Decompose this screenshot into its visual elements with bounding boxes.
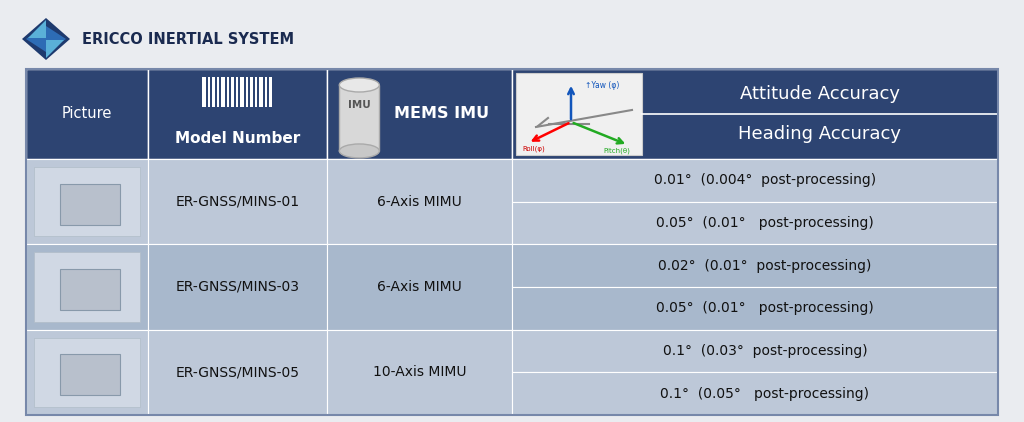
- Bar: [247, 77, 249, 107]
- Polygon shape: [46, 26, 66, 52]
- Polygon shape: [46, 40, 63, 58]
- Bar: [221, 77, 225, 107]
- Text: 0.1°  (0.05°   post-processing): 0.1° (0.05° post-processing): [660, 387, 869, 400]
- Bar: [147, 244, 328, 330]
- Bar: [34, 167, 139, 236]
- Bar: [237, 77, 239, 107]
- Text: IMU: IMU: [348, 100, 371, 110]
- Bar: [203, 77, 207, 107]
- Bar: [512, 372, 998, 415]
- Text: Pitch(θ): Pitch(θ): [603, 148, 630, 154]
- Text: Heading Accuracy: Heading Accuracy: [738, 125, 901, 143]
- Text: ERICCO INERTIAL SYSTEM: ERICCO INERTIAL SYSTEM: [82, 32, 294, 46]
- Text: 0.05°  (0.01°   post-processing): 0.05° (0.01° post-processing): [656, 301, 873, 315]
- Bar: [209, 77, 210, 107]
- Text: Model Number: Model Number: [175, 132, 300, 146]
- Bar: [269, 77, 272, 107]
- Bar: [26, 330, 147, 415]
- Bar: [60, 354, 120, 395]
- Text: 0.01°  (0.004°  post-processing): 0.01° (0.004° post-processing): [654, 173, 877, 187]
- Bar: [147, 159, 328, 244]
- Text: Picture: Picture: [61, 106, 112, 122]
- Text: Attitude Accuracy: Attitude Accuracy: [740, 85, 900, 103]
- Text: 10-Axis MIMU: 10-Axis MIMU: [373, 365, 466, 379]
- Text: ER-GNSS/MINS-05: ER-GNSS/MINS-05: [175, 365, 299, 379]
- Polygon shape: [26, 26, 46, 52]
- Bar: [60, 269, 120, 310]
- Bar: [231, 77, 234, 107]
- Ellipse shape: [339, 144, 379, 158]
- Text: MEMS IMU: MEMS IMU: [394, 106, 489, 122]
- Text: 6-Axis MIMU: 6-Axis MIMU: [377, 280, 462, 294]
- Bar: [259, 77, 263, 107]
- Bar: [512, 287, 998, 330]
- Bar: [34, 338, 139, 407]
- Bar: [512, 202, 998, 244]
- Bar: [516, 73, 642, 155]
- Polygon shape: [22, 18, 70, 60]
- Bar: [26, 69, 147, 159]
- Text: 0.05°  (0.01°   post-processing): 0.05° (0.01° post-processing): [656, 216, 873, 230]
- Bar: [328, 244, 512, 330]
- Bar: [265, 77, 267, 107]
- Bar: [26, 244, 147, 330]
- Polygon shape: [28, 20, 46, 38]
- Text: Roll(φ): Roll(φ): [522, 146, 545, 152]
- Ellipse shape: [339, 78, 379, 92]
- Bar: [26, 159, 147, 244]
- Bar: [251, 77, 253, 107]
- Bar: [147, 330, 328, 415]
- Bar: [147, 69, 328, 159]
- Bar: [339, 85, 379, 151]
- Bar: [255, 77, 257, 107]
- Bar: [328, 330, 512, 415]
- Text: 6-Axis MIMU: 6-Axis MIMU: [377, 195, 462, 208]
- Text: 0.1°  (0.03°  post-processing): 0.1° (0.03° post-processing): [663, 344, 867, 358]
- Bar: [328, 69, 512, 159]
- Text: ER-GNSS/MINS-03: ER-GNSS/MINS-03: [175, 280, 299, 294]
- Bar: [328, 159, 512, 244]
- Text: 0.02°  (0.01°  post-processing): 0.02° (0.01° post-processing): [658, 259, 871, 273]
- Bar: [241, 77, 245, 107]
- Bar: [227, 77, 229, 107]
- Bar: [512, 69, 998, 159]
- Bar: [212, 77, 215, 107]
- Bar: [60, 184, 120, 225]
- Bar: [217, 77, 219, 107]
- Bar: [26, 69, 998, 415]
- Text: ↑Yaw (φ): ↑Yaw (φ): [585, 81, 620, 89]
- Bar: [34, 252, 139, 322]
- Bar: [512, 244, 998, 287]
- Bar: [512, 330, 998, 372]
- Text: ER-GNSS/MINS-01: ER-GNSS/MINS-01: [175, 195, 299, 208]
- Bar: [512, 159, 998, 202]
